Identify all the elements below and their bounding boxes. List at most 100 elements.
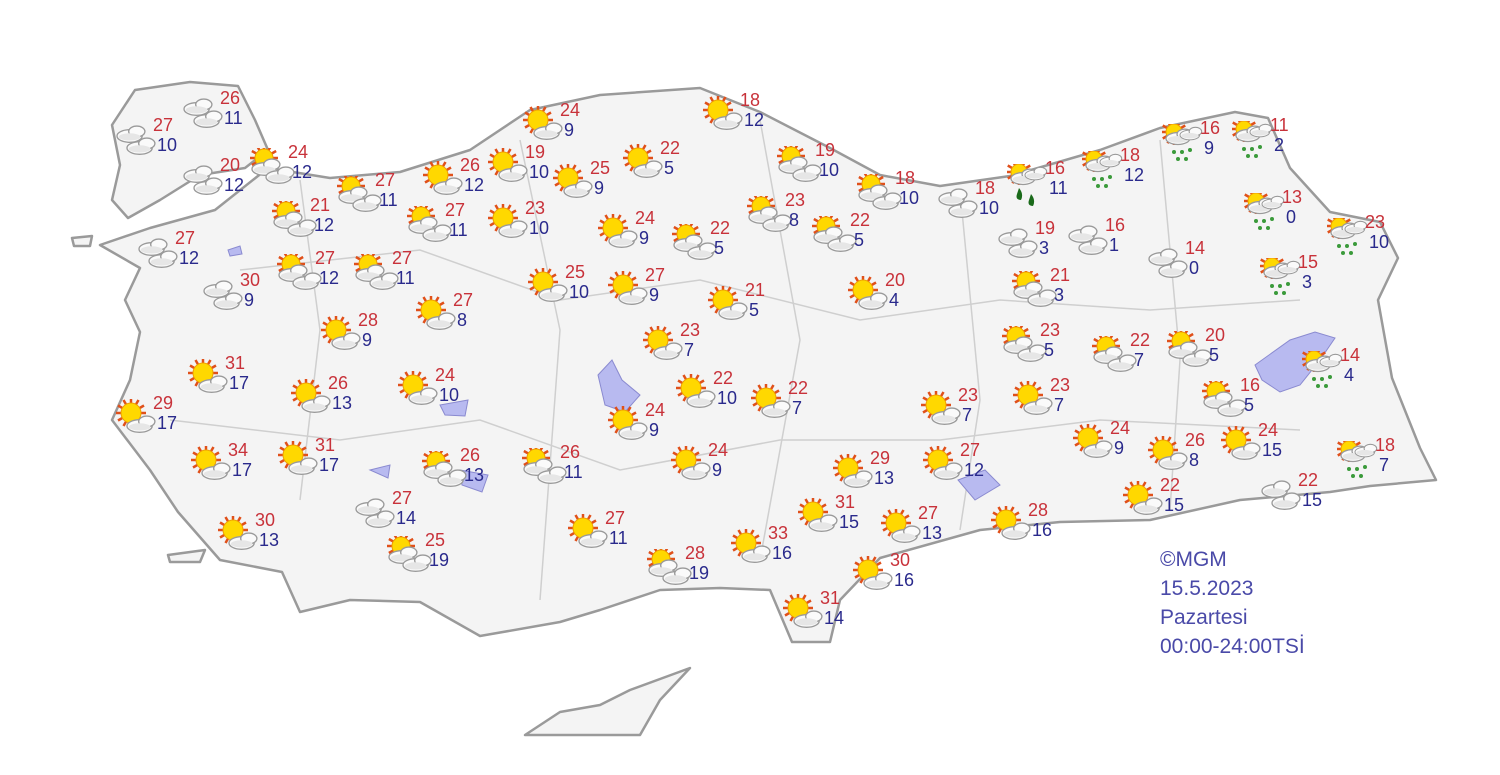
weather-station: 27 11 bbox=[337, 170, 427, 226]
cloud-icon bbox=[183, 98, 223, 128]
weather-station: 19 3 bbox=[997, 218, 1087, 274]
low-temp: 12 bbox=[314, 215, 335, 235]
weather-station: 22 7 bbox=[1092, 330, 1182, 386]
high-temp: 18 bbox=[975, 178, 996, 198]
high-temp: 24 bbox=[560, 100, 581, 120]
high-temp: 27 bbox=[918, 503, 939, 523]
cloud-icon bbox=[1261, 480, 1301, 510]
low-temp: 12 bbox=[744, 110, 765, 130]
high-temp: 16 bbox=[1240, 375, 1261, 395]
low-temp: 17 bbox=[229, 373, 250, 393]
low-temp: 17 bbox=[157, 413, 178, 433]
weather-station: 22 15 bbox=[1260, 470, 1350, 526]
low-temp: 7 bbox=[1054, 395, 1065, 415]
low-temp: 14 bbox=[824, 608, 845, 628]
mostly-sunny-icon bbox=[528, 268, 568, 302]
low-temp: 13 bbox=[464, 465, 485, 485]
mostly-sunny-icon bbox=[923, 446, 963, 480]
mostly-sunny-icon bbox=[488, 204, 528, 238]
low-temp: 10 bbox=[529, 218, 550, 238]
low-temp: 10 bbox=[569, 282, 590, 302]
weather-station: 23 10 bbox=[1327, 212, 1417, 268]
high-temp: 20 bbox=[1205, 325, 1226, 345]
high-temp: 26 bbox=[560, 442, 581, 462]
weather-station: 15 3 bbox=[1260, 252, 1350, 308]
cloud-icon bbox=[938, 188, 978, 218]
rain-shower-icon bbox=[1302, 351, 1343, 388]
high-temp: 27 bbox=[175, 228, 196, 248]
forecast-period: 00:00-24:00TSİ bbox=[1160, 635, 1305, 658]
weather-station: 24 9 bbox=[522, 100, 612, 156]
low-temp: 17 bbox=[319, 455, 340, 475]
mostly-sunny-icon bbox=[608, 406, 648, 440]
weather-station: 27 10 bbox=[115, 115, 205, 171]
high-temp: 27 bbox=[392, 488, 413, 508]
high-temp: 31 bbox=[225, 353, 246, 373]
low-temp: 11 bbox=[379, 190, 398, 210]
low-temp: 12 bbox=[464, 175, 485, 195]
high-temp: 22 bbox=[850, 210, 871, 230]
high-temp: 23 bbox=[1050, 375, 1071, 395]
cloud-icon bbox=[998, 228, 1038, 258]
low-temp: 16 bbox=[1032, 520, 1053, 540]
low-temp: 11 bbox=[564, 462, 583, 482]
high-temp: 27 bbox=[453, 290, 474, 310]
high-temp: 27 bbox=[392, 248, 413, 268]
weather-station: 24 12 bbox=[250, 142, 340, 198]
mostly-sunny-icon bbox=[416, 296, 456, 330]
low-temp: 2 bbox=[1274, 135, 1285, 155]
mostly-sunny-icon bbox=[1123, 481, 1163, 515]
partly-cloudy-icon bbox=[1012, 271, 1057, 307]
high-temp: 27 bbox=[645, 265, 666, 285]
low-temp: 15 bbox=[1302, 490, 1323, 510]
mostly-sunny-icon bbox=[991, 506, 1031, 540]
high-temp: 18 bbox=[740, 90, 761, 110]
high-temp: 26 bbox=[328, 373, 349, 393]
rain-shower-icon bbox=[1260, 258, 1301, 295]
high-temp: 28 bbox=[358, 310, 379, 330]
high-temp: 24 bbox=[708, 440, 729, 460]
mostly-sunny-icon bbox=[423, 161, 463, 195]
weather-station: 23 10 bbox=[487, 198, 577, 254]
mostly-sunny-icon bbox=[703, 96, 743, 130]
low-temp: 3 bbox=[1054, 285, 1065, 305]
weather-station: 27 9 bbox=[607, 265, 697, 321]
partly-cloudy-icon bbox=[812, 216, 857, 252]
low-temp: 9 bbox=[649, 285, 660, 305]
weather-station: 27 14 bbox=[354, 488, 444, 544]
low-temp: 10 bbox=[717, 388, 738, 408]
low-temp: 0 bbox=[1189, 258, 1200, 278]
low-temp: 12 bbox=[964, 460, 985, 480]
low-temp: 9 bbox=[1114, 438, 1125, 458]
weather-station: 25 9 bbox=[552, 158, 642, 214]
low-temp: 9 bbox=[1204, 138, 1215, 158]
partly-cloudy-icon bbox=[1202, 381, 1247, 417]
cloud-icon bbox=[116, 125, 156, 155]
low-temp: 1 bbox=[1109, 235, 1120, 255]
high-temp: 14 bbox=[1340, 345, 1361, 365]
mostly-sunny-icon bbox=[671, 446, 711, 480]
high-temp: 22 bbox=[1130, 330, 1151, 350]
weather-station: 27 12 bbox=[922, 440, 1012, 496]
high-temp: 15 bbox=[1298, 252, 1319, 272]
high-temp: 30 bbox=[240, 270, 261, 290]
low-temp: 7 bbox=[684, 340, 695, 360]
partly-cloudy-icon bbox=[387, 536, 432, 572]
high-temp: 13 bbox=[1282, 187, 1303, 207]
high-temp: 27 bbox=[605, 508, 626, 528]
mostly-sunny-icon bbox=[598, 214, 638, 248]
weather-station: 13 0 bbox=[1244, 187, 1334, 243]
weather-station: 23 7 bbox=[642, 320, 732, 376]
mostly-sunny-icon bbox=[278, 441, 318, 475]
mostly-sunny-icon bbox=[643, 326, 683, 360]
low-temp: 13 bbox=[259, 530, 280, 550]
mostly-sunny-icon bbox=[623, 144, 663, 178]
partly-cloudy-icon bbox=[250, 148, 295, 184]
cloud-icon bbox=[138, 238, 178, 268]
high-temp: 19 bbox=[815, 140, 836, 160]
high-temp: 29 bbox=[153, 393, 174, 413]
weather-station: 26 11 bbox=[182, 88, 272, 144]
weather-station: 26 11 bbox=[522, 442, 612, 498]
weather-station: 24 9 bbox=[607, 400, 697, 456]
mostly-sunny-icon bbox=[191, 446, 231, 480]
